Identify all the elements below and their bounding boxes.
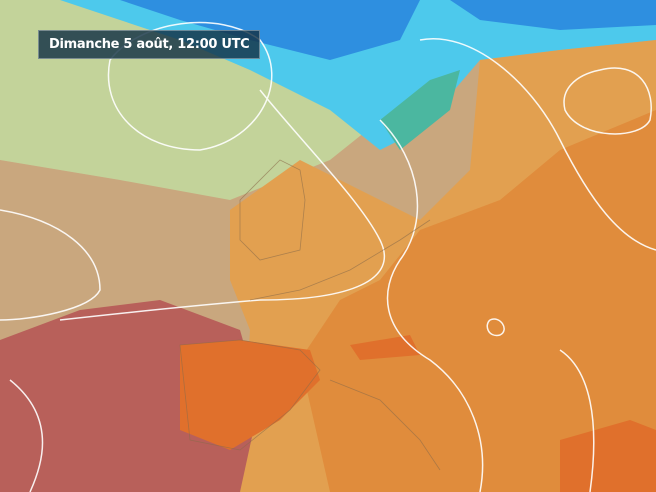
coastlines (179, 159, 441, 471)
cold-blue-zone (120, 0, 656, 60)
orange-zone (300, 110, 656, 492)
timestamp-label: Dimanche 5 août, 12:00 UTC (38, 30, 261, 59)
deep-orange-zone (180, 335, 656, 492)
teal-zone (380, 70, 460, 150)
isobar-lines (0, 21, 656, 492)
